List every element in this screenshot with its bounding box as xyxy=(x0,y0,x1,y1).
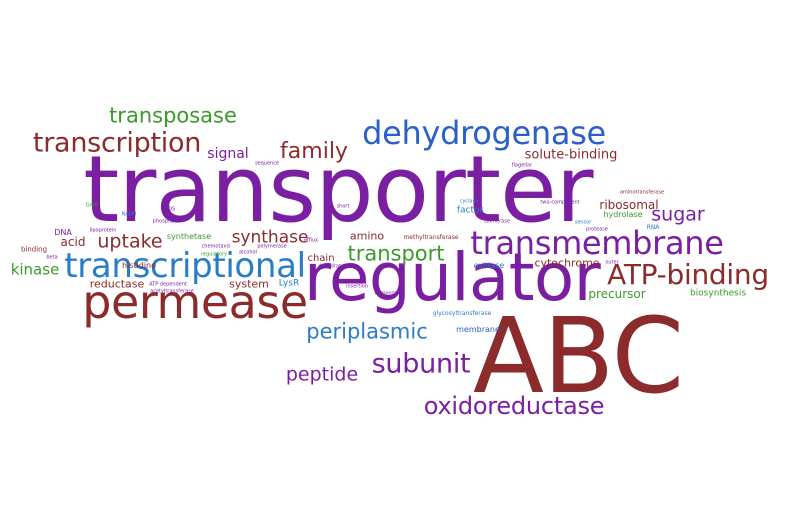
word-regulatory: regulatory xyxy=(201,251,227,258)
word-precursor: precursor xyxy=(588,287,646,301)
word-lysr: LysR xyxy=(278,278,300,289)
word-synthetase: synthetase xyxy=(166,232,212,241)
word-efflux: efflux xyxy=(303,237,319,244)
word-membrane: membrane xyxy=(456,325,500,334)
word-hydrolase: hydrolase xyxy=(603,210,643,219)
word-acetyltransferase: acetyltransferase xyxy=(150,288,194,295)
word-dehydratase: dehydratase xyxy=(318,263,350,270)
word-beta: beta xyxy=(46,254,58,261)
word-sos: SOS xyxy=(164,206,176,213)
word-atp-dependent: ATP dependent xyxy=(149,281,187,288)
word-reductase: reductase xyxy=(89,277,145,291)
word-phosphate: phosphate xyxy=(152,218,180,225)
word-lipoprotein: lipoprotein xyxy=(89,227,117,234)
word-short: short xyxy=(336,203,350,210)
word-transposase: transposase xyxy=(109,103,237,128)
word-isomerase: isomerase xyxy=(484,218,510,225)
word-subunit: subunit xyxy=(371,348,471,380)
word-transport: transport xyxy=(347,241,445,266)
word-methyltransferase: methyltransferase xyxy=(403,234,459,241)
word-glycosyltransferase: glycosyltransferase xyxy=(432,310,492,317)
word-acid: acid xyxy=(60,235,86,249)
word-ribosomal: ribosomal xyxy=(599,198,659,212)
word-synthase: synthase xyxy=(231,227,309,248)
word-polymerase: polymerase xyxy=(257,243,287,250)
word-sugar: sugar xyxy=(651,203,705,226)
word-rna: RNA xyxy=(646,224,660,231)
word-nadh: NADH xyxy=(121,211,137,218)
word-flagellar: flagellar xyxy=(511,162,533,169)
word-sensor: sensor xyxy=(574,219,592,226)
word-sequence: sequence xyxy=(254,160,280,167)
word-chemotaxis: chemotaxis xyxy=(201,243,231,250)
word-gntr: GntR xyxy=(85,202,99,209)
word-response: response xyxy=(374,290,398,297)
word-factor: factor xyxy=(456,205,484,216)
word-chain: chain xyxy=(307,253,335,264)
word-kinase: kinase xyxy=(10,260,60,279)
word-cyclase: cyclase xyxy=(459,198,479,205)
word-outer: outer xyxy=(605,259,619,266)
word-transporter: transporter xyxy=(83,136,593,243)
word-oxidoreductase: oxidoreductase xyxy=(423,392,605,420)
word-family: family xyxy=(280,139,348,164)
word-dna: DNA xyxy=(54,228,72,237)
word-amino: amino xyxy=(349,229,385,243)
word-periplasmic: periplasmic xyxy=(306,319,428,344)
word-alcohol: alcohol xyxy=(239,249,257,256)
word-cytochrome: cytochrome xyxy=(534,256,600,270)
word-system: system xyxy=(229,277,269,291)
word-regulator: regulator xyxy=(303,239,601,316)
word-atp-binding: ATP-binding xyxy=(607,258,769,291)
word-two-component: two-component xyxy=(540,199,580,206)
word-aminotransferase: aminotransferase xyxy=(619,189,665,196)
word-peptide: peptide xyxy=(285,363,359,386)
word-uptake: uptake xyxy=(97,230,163,253)
word-protease: protease xyxy=(586,226,608,233)
word-transmembrane: transmembrane xyxy=(470,224,724,262)
word-transcription: transcription xyxy=(32,127,202,159)
word-signal: signal xyxy=(207,146,249,162)
word-permease: permease xyxy=(82,275,308,329)
word-insertion: insertion xyxy=(346,283,368,290)
word-solute-binding: solute-binding xyxy=(524,147,618,163)
word-transcriptional: transcriptional xyxy=(64,246,306,286)
word-biosynthesis: biosynthesis xyxy=(689,288,747,299)
word-histidine: histidine xyxy=(121,261,157,270)
word-binding: binding xyxy=(20,245,48,254)
word-oxidase: oxidase xyxy=(473,261,505,270)
word-abc: ABC xyxy=(472,295,684,417)
word-dehydrogenase: dehydrogenase xyxy=(362,114,606,152)
